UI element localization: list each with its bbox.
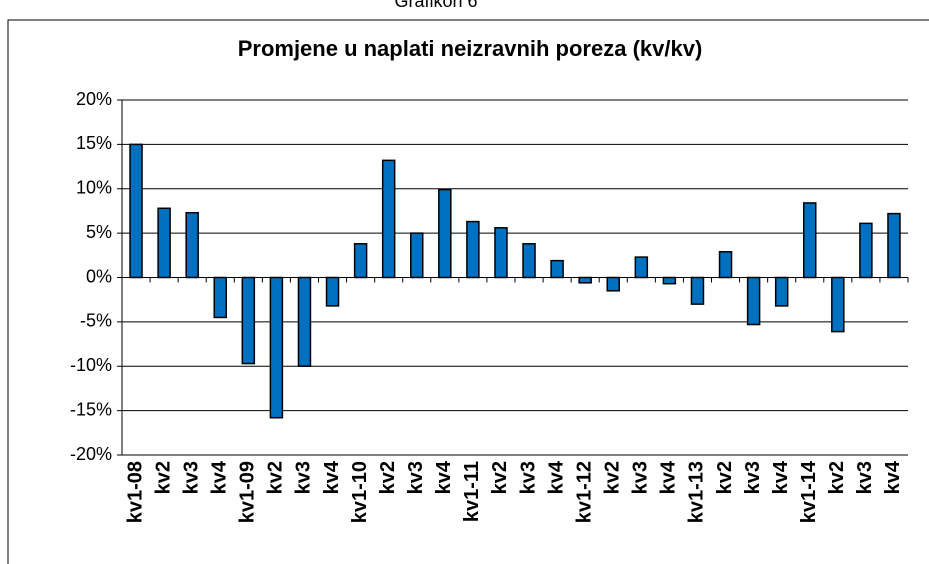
x-tick-label: kv3 [180, 461, 202, 494]
bar [634, 256, 649, 279]
bar [718, 251, 733, 279]
bar [269, 276, 284, 419]
y-tick-label: 0% [86, 266, 112, 286]
bar [494, 227, 508, 279]
x-tick-label: kv1-11 [461, 461, 483, 522]
bar [213, 276, 227, 319]
x-tick-label: kv3 [854, 461, 876, 494]
bar [129, 143, 143, 279]
x-tick-label: kv4 [770, 460, 792, 494]
bar [578, 276, 592, 284]
bar [297, 276, 312, 367]
bar [185, 211, 199, 279]
x-tick-label: kv4 [209, 460, 231, 494]
x-tick-label: kv4 [545, 460, 567, 494]
x-tick-label: kv4 [658, 460, 680, 494]
x-tick-label: kv1-09 [237, 461, 259, 523]
chart-frame [7, 19, 929, 564]
y-tick-label: 20% [76, 89, 112, 109]
bar [353, 243, 368, 279]
x-tick-label: kv2 [152, 461, 174, 494]
x-tick-label: kv1-12 [573, 461, 595, 523]
x-tick-label: kv3 [517, 461, 539, 494]
x-tick-label: kv2 [489, 461, 511, 494]
y-tick-label: 15% [76, 133, 112, 153]
bar [438, 188, 452, 279]
bar [522, 243, 536, 279]
x-tick-label: kv1-13 [686, 461, 708, 523]
bar [466, 220, 480, 279]
x-tick-label: kv1-10 [349, 461, 371, 523]
bar [690, 276, 705, 305]
x-tick-label: kv4 [321, 460, 343, 494]
y-tick-label: -5% [80, 311, 112, 331]
y-tick-label: 5% [86, 222, 112, 242]
y-tick-label: -10% [70, 355, 112, 375]
bar [325, 276, 340, 307]
bar [606, 276, 620, 292]
x-tick-label: kv3 [630, 461, 652, 494]
bar [381, 159, 396, 279]
x-tick-label: kv2 [602, 461, 624, 494]
bar [550, 259, 564, 279]
bar [803, 202, 817, 279]
x-tick-label: kv3 [293, 461, 315, 494]
x-tick-label: kv2 [714, 461, 736, 494]
y-tick-label: -20% [70, 444, 112, 464]
x-tick-label: kv4 [882, 460, 904, 494]
bar [662, 276, 677, 285]
bar [831, 276, 845, 333]
y-tick-label: 10% [76, 178, 112, 198]
x-tick-label: kv4 [433, 460, 455, 494]
bar [157, 207, 171, 279]
x-tick-label: kv3 [742, 461, 764, 494]
x-tick-label: kv3 [405, 461, 427, 494]
x-tick-label: kv1-14 [798, 460, 820, 523]
x-tick-label: kv2 [377, 461, 399, 494]
chart-caption: Grafikon 6 [394, 0, 477, 11]
bar [410, 232, 424, 279]
bar [241, 276, 256, 365]
bar [746, 276, 761, 326]
x-tick-label: kv1-08 [124, 461, 146, 523]
bar [774, 276, 789, 307]
chart-title: Promjene u naplati neizravnih poreza (kv… [238, 36, 703, 61]
x-tick-label: kv2 [265, 461, 287, 494]
y-tick-label: -15% [70, 399, 112, 419]
bar [887, 212, 901, 279]
x-tick-label: kv2 [826, 461, 848, 494]
bar [859, 222, 873, 279]
